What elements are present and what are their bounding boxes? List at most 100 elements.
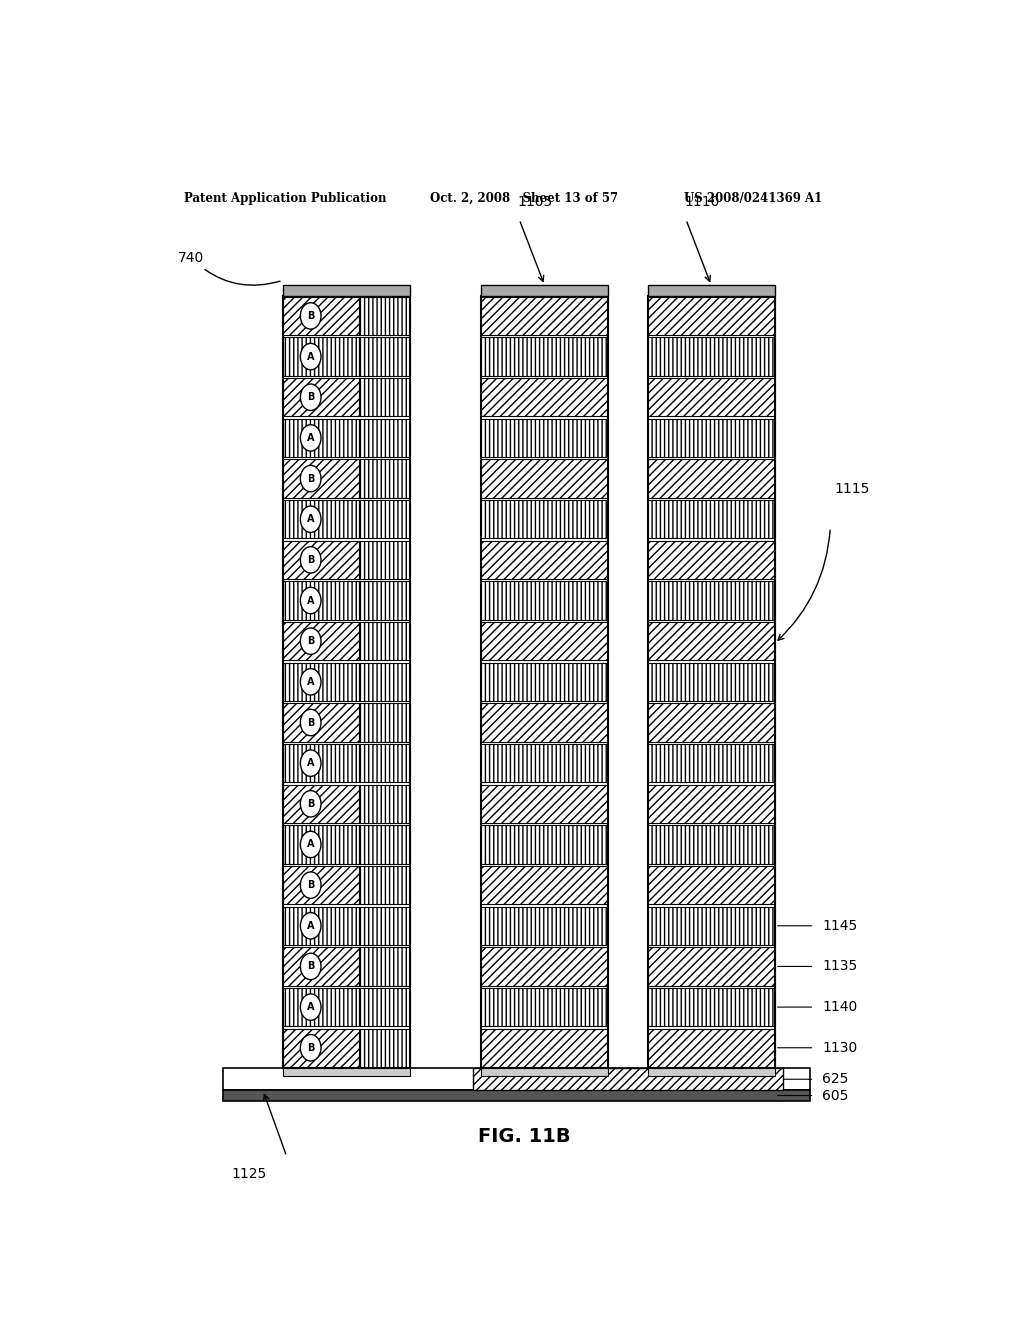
Text: A: A <box>307 677 314 686</box>
Bar <box>481 541 608 579</box>
Text: 1125: 1125 <box>231 1167 266 1180</box>
Text: 1110: 1110 <box>684 195 720 210</box>
Text: A: A <box>307 351 314 362</box>
Bar <box>359 987 410 1026</box>
Bar <box>359 418 410 457</box>
Bar <box>481 987 608 1026</box>
Bar <box>648 297 775 335</box>
Bar <box>648 1028 775 1067</box>
Circle shape <box>300 302 321 329</box>
Circle shape <box>300 994 321 1020</box>
Text: B: B <box>307 880 314 890</box>
Bar <box>359 338 410 376</box>
Bar <box>648 784 775 822</box>
Bar <box>648 1068 775 1076</box>
Bar <box>481 704 608 742</box>
Bar <box>648 581 775 619</box>
Bar <box>283 987 359 1026</box>
Bar <box>648 541 775 579</box>
Circle shape <box>300 506 321 532</box>
Bar <box>481 622 608 660</box>
Bar <box>283 663 359 701</box>
Text: A: A <box>307 515 314 524</box>
Circle shape <box>300 1035 321 1061</box>
Text: Oct. 2, 2008   Sheet 13 of 57: Oct. 2, 2008 Sheet 13 of 57 <box>430 191 617 205</box>
Bar <box>359 378 410 416</box>
Bar <box>283 581 359 619</box>
Text: B: B <box>307 636 314 647</box>
Bar <box>648 500 775 539</box>
Text: 740: 740 <box>178 251 281 285</box>
Text: 1130: 1130 <box>822 1040 858 1055</box>
Bar <box>648 744 775 783</box>
Bar <box>481 866 608 904</box>
Bar <box>481 948 608 986</box>
Bar <box>283 297 359 335</box>
Bar <box>481 297 608 335</box>
Bar <box>283 500 359 539</box>
Bar <box>223 1068 811 1090</box>
Bar <box>283 704 359 742</box>
Bar <box>648 704 775 742</box>
Text: US 2008/0241369 A1: US 2008/0241369 A1 <box>684 191 822 205</box>
Text: A: A <box>307 595 314 606</box>
Bar <box>359 907 410 945</box>
Text: A: A <box>307 840 314 850</box>
Bar <box>481 784 608 822</box>
Text: A: A <box>307 921 314 931</box>
Bar <box>481 1028 608 1067</box>
Bar <box>283 622 359 660</box>
Circle shape <box>300 587 321 614</box>
Text: A: A <box>307 1002 314 1012</box>
Bar <box>648 338 775 376</box>
Bar <box>481 500 608 539</box>
Circle shape <box>300 628 321 655</box>
Bar <box>283 285 410 296</box>
Bar <box>359 866 410 904</box>
Bar <box>481 744 608 783</box>
Bar <box>648 948 775 986</box>
Text: 1145: 1145 <box>822 919 858 933</box>
Bar <box>359 704 410 742</box>
Text: 1115: 1115 <box>835 482 869 496</box>
Bar <box>283 541 359 579</box>
Bar <box>359 825 410 863</box>
Circle shape <box>300 425 321 451</box>
Bar <box>481 1068 608 1076</box>
Text: 1105: 1105 <box>517 195 553 210</box>
Text: B: B <box>307 474 314 483</box>
Bar <box>283 784 359 822</box>
Text: A: A <box>307 433 314 444</box>
Bar <box>359 581 410 619</box>
Bar <box>359 948 410 986</box>
Bar <box>283 378 359 416</box>
Text: 625: 625 <box>822 1072 849 1086</box>
Circle shape <box>300 343 321 370</box>
Bar <box>481 285 608 296</box>
Bar <box>648 663 775 701</box>
Bar <box>481 907 608 945</box>
Text: B: B <box>307 718 314 727</box>
Text: 1135: 1135 <box>822 960 858 973</box>
Bar <box>481 581 608 619</box>
Circle shape <box>300 750 321 776</box>
Bar <box>283 948 359 986</box>
Bar <box>481 459 608 498</box>
Bar <box>283 866 359 904</box>
Text: B: B <box>307 961 314 972</box>
Text: 605: 605 <box>822 1089 849 1102</box>
Bar <box>283 418 359 457</box>
Circle shape <box>300 953 321 979</box>
Bar <box>359 744 410 783</box>
Bar <box>359 784 410 822</box>
Text: 1140: 1140 <box>822 1001 858 1014</box>
Bar <box>283 907 359 945</box>
Circle shape <box>300 832 321 858</box>
Bar <box>283 825 359 863</box>
Bar <box>473 1068 782 1090</box>
Bar <box>648 622 775 660</box>
Bar <box>481 378 608 416</box>
Bar <box>359 500 410 539</box>
Text: A: A <box>307 758 314 768</box>
Bar <box>283 1028 359 1067</box>
